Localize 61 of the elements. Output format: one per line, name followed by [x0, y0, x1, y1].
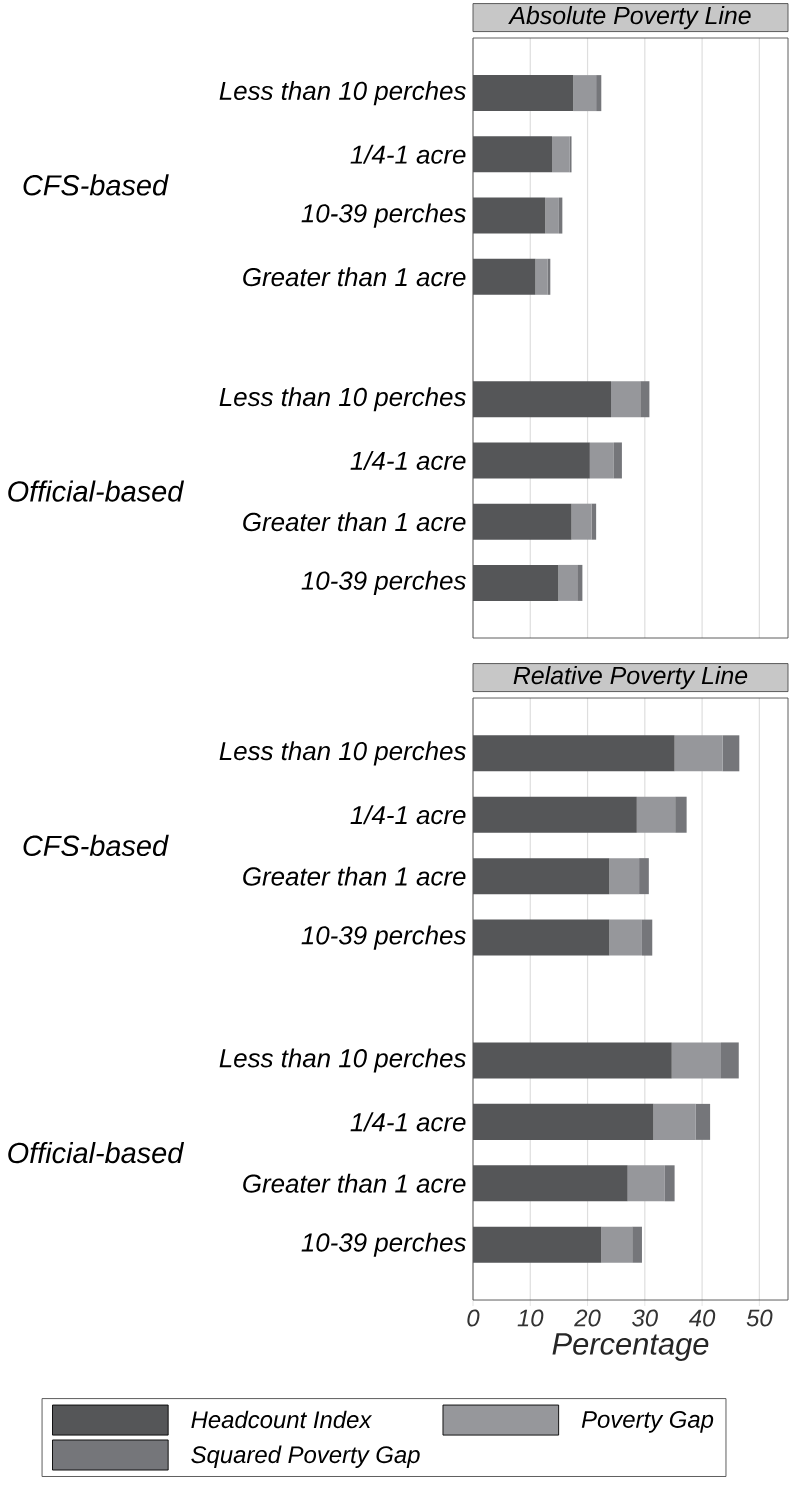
x-tick-label: 20 — [574, 1309, 601, 1327]
y-tick-label: 1/4-1 acre — [350, 144, 466, 164]
bar — [558, 564, 578, 601]
y-tick-label: Less than 10 perches — [219, 741, 466, 766]
bar — [671, 1042, 721, 1079]
x-tick-label: 40 — [688, 1309, 716, 1327]
y-tick-label: 10-39 perches — [301, 1232, 466, 1257]
x-tick-label: 30 — [632, 1309, 658, 1327]
y-tick-label: 10-39 perches — [301, 203, 466, 228]
x-tick-label: 0 — [467, 1309, 480, 1327]
bar — [552, 136, 570, 173]
chart-title: Relative Poverty Line — [513, 665, 748, 690]
y-tick-label: Less than 10 perches — [219, 1048, 466, 1073]
bar — [636, 796, 676, 833]
bar — [664, 1165, 675, 1202]
bar — [609, 858, 640, 895]
y-tick-label: Greater than 1 acre — [243, 1173, 466, 1193]
bar — [596, 75, 602, 112]
y-tick-label: Less than 10 perches — [219, 81, 466, 106]
bar — [627, 1165, 665, 1202]
text: CFS-based — [23, 834, 169, 857]
bar — [611, 381, 641, 418]
y-tick-label: Less than 10 perches — [219, 387, 466, 412]
y-tick-label: Greater than 1 acre — [243, 512, 466, 532]
x-axis-title: Percentage — [552, 1333, 709, 1361]
x-tick-label: 10 — [517, 1309, 544, 1327]
bar — [577, 564, 583, 601]
chart-title: Absolute Poverty Line — [508, 5, 751, 30]
y-tick-label: 1/4-1 acre — [350, 805, 466, 825]
bar — [632, 1226, 642, 1263]
bar — [639, 858, 649, 895]
bar — [571, 503, 592, 540]
bar — [641, 919, 653, 956]
bar — [547, 258, 551, 295]
bar — [601, 1226, 633, 1263]
y-tick-label: 1/4-1 acre — [350, 1112, 466, 1132]
text: Official-based — [8, 1141, 185, 1164]
text: CFS-based — [23, 174, 169, 196]
bar — [535, 258, 548, 295]
bar — [674, 735, 723, 772]
text: Official-based — [8, 480, 185, 502]
legend-label: Headcount Index — [191, 1410, 373, 1429]
y-tick-label: 10-39 perches — [301, 925, 466, 950]
y-tick-label: Greater than 1 acre — [243, 866, 466, 886]
legend-label: Squared Poverty Gap — [191, 1445, 420, 1468]
y-tick-label: Greater than 1 acre — [243, 267, 466, 287]
bar — [695, 1103, 711, 1140]
bar — [589, 442, 614, 479]
bar — [653, 1103, 696, 1140]
y-tick-label: 10-39 perches — [301, 570, 466, 595]
bar — [675, 796, 687, 833]
bar — [609, 919, 642, 956]
bar — [545, 197, 559, 234]
bar — [722, 735, 740, 772]
bar — [573, 75, 597, 112]
bar — [640, 381, 650, 418]
bar — [613, 442, 622, 479]
y-tick-label: 1/4-1 acre — [350, 450, 466, 470]
bar — [720, 1042, 739, 1079]
x-tick-label: 50 — [746, 1309, 773, 1327]
legend-label: Poverty Gap — [581, 1410, 714, 1433]
